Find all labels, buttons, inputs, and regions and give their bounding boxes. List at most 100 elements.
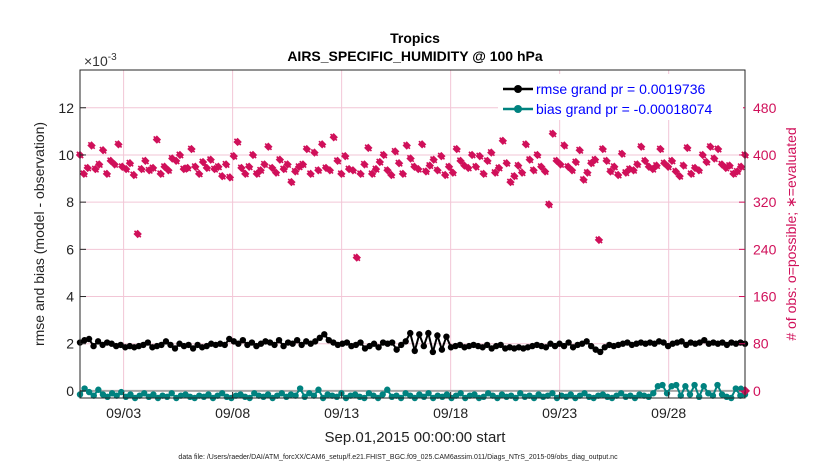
rmse-point [497, 341, 504, 349]
rmse-point [289, 340, 296, 347]
rmse-point [162, 338, 170, 345]
bias-point [118, 388, 125, 396]
obs-point-stroke [195, 170, 203, 178]
obs-point-stroke [206, 155, 215, 164]
bias-point [90, 392, 97, 399]
bias-point [150, 391, 157, 398]
obs-point-stroke [575, 146, 584, 154]
obs-point-stroke [452, 145, 461, 153]
rmse-point [425, 329, 432, 337]
y-left-tick-label: 12 [58, 100, 74, 116]
obs-point-stroke [699, 151, 707, 159]
obs-point-stroke [80, 170, 88, 178]
obs-point-stroke [641, 157, 649, 165]
obs-point-stroke [656, 145, 665, 153]
rmse-point [407, 329, 414, 337]
obs-point-stroke [541, 167, 549, 176]
bias-point [686, 391, 694, 398]
bias-point [141, 390, 148, 397]
y-left-tick-label: 10 [58, 147, 74, 163]
bias-point [691, 381, 698, 389]
obs-point-stroke [733, 167, 742, 176]
obs-point-stroke [157, 170, 165, 178]
obs-point-stroke [668, 157, 676, 165]
obs-point-stroke [176, 151, 184, 159]
obs-point-stroke [472, 163, 480, 171]
obs-point-stroke [506, 178, 515, 186]
legend-bias-marker [514, 105, 522, 113]
obs-point-stroke [714, 145, 722, 153]
obs-point-stroke [579, 176, 588, 184]
y-right-tick-label: 480 [753, 100, 777, 116]
bias-point [168, 390, 175, 397]
obs-point-stroke [130, 171, 138, 179]
obs-point-stroke [622, 168, 630, 177]
obs-point-stroke [337, 170, 346, 178]
obs-point-stroke [141, 157, 150, 165]
bias-point [673, 381, 680, 389]
obs-point-stroke [637, 142, 645, 151]
data-file-footer: data file: /Users/raeder/DAI/ATM_forcXX/… [178, 454, 618, 461]
obs-point-stroke [253, 170, 261, 178]
obs-point-stroke [683, 144, 692, 152]
obs-point-stroke [318, 140, 326, 149]
obs-point-stroke [418, 140, 426, 149]
obs-point-stroke [153, 135, 161, 144]
rmse-point [298, 341, 305, 349]
obs-point-stroke [183, 164, 192, 172]
bias-series [76, 381, 749, 402]
obs-point-stroke [529, 166, 538, 175]
obs-point-stroke [187, 145, 196, 153]
x-tick-label: 09/08 [215, 405, 250, 421]
rmse-point [280, 342, 287, 350]
legend-box [498, 74, 743, 120]
obs-point-stroke [556, 160, 565, 169]
bias-point [296, 385, 304, 392]
rmse-point [271, 341, 278, 349]
rmse-series [76, 329, 749, 356]
rmse-point [316, 334, 323, 342]
obs-point-stroke [214, 163, 223, 171]
obs-point-stroke [360, 160, 369, 169]
obs-point-stroke [479, 170, 488, 178]
bias-point [709, 392, 717, 399]
obs-point-stroke [295, 163, 303, 171]
y-right-tick-label: 400 [753, 147, 777, 163]
y-right-tick-label: 160 [753, 289, 777, 305]
y-left-tick-label: 0 [66, 383, 74, 399]
bias-point [677, 392, 684, 399]
y-axis-left-label: rmse and bias (model - observation) [31, 122, 47, 346]
obs-point-stroke [379, 151, 388, 159]
obs-point-stroke [729, 170, 738, 178]
obs-point-stroke [706, 142, 715, 151]
bias-point [384, 386, 391, 393]
obs-point-stroke [495, 164, 503, 172]
obs-point-stroke [326, 166, 334, 175]
rmse-point [235, 340, 242, 347]
obs-point-stroke [87, 141, 96, 150]
obs-point-stroke [341, 152, 349, 160]
obs-point-stroke [264, 142, 273, 151]
obs-point-stroke [395, 159, 403, 167]
obs-point-stroke [545, 200, 553, 209]
rmse-point [312, 338, 319, 345]
obs-point-stroke [353, 253, 361, 262]
obs-point-stroke [133, 230, 142, 238]
rmse-point [239, 336, 247, 344]
obs-point-stroke [103, 170, 111, 178]
y-right-tick-label: 320 [753, 194, 777, 210]
obs-point-stroke [426, 161, 434, 170]
obs-point-stroke [260, 160, 269, 169]
rmse-point [411, 347, 418, 355]
rmse-point [375, 344, 382, 351]
obs-point-stroke [649, 165, 657, 173]
obs-point-stroke [518, 168, 526, 177]
bias-point [425, 390, 432, 397]
bias-point [567, 391, 574, 398]
obs-point-stroke [687, 170, 695, 178]
bias-point [292, 392, 299, 399]
obs-point-stroke [587, 159, 595, 167]
rmse-point [560, 342, 568, 350]
bias-point [700, 383, 707, 390]
